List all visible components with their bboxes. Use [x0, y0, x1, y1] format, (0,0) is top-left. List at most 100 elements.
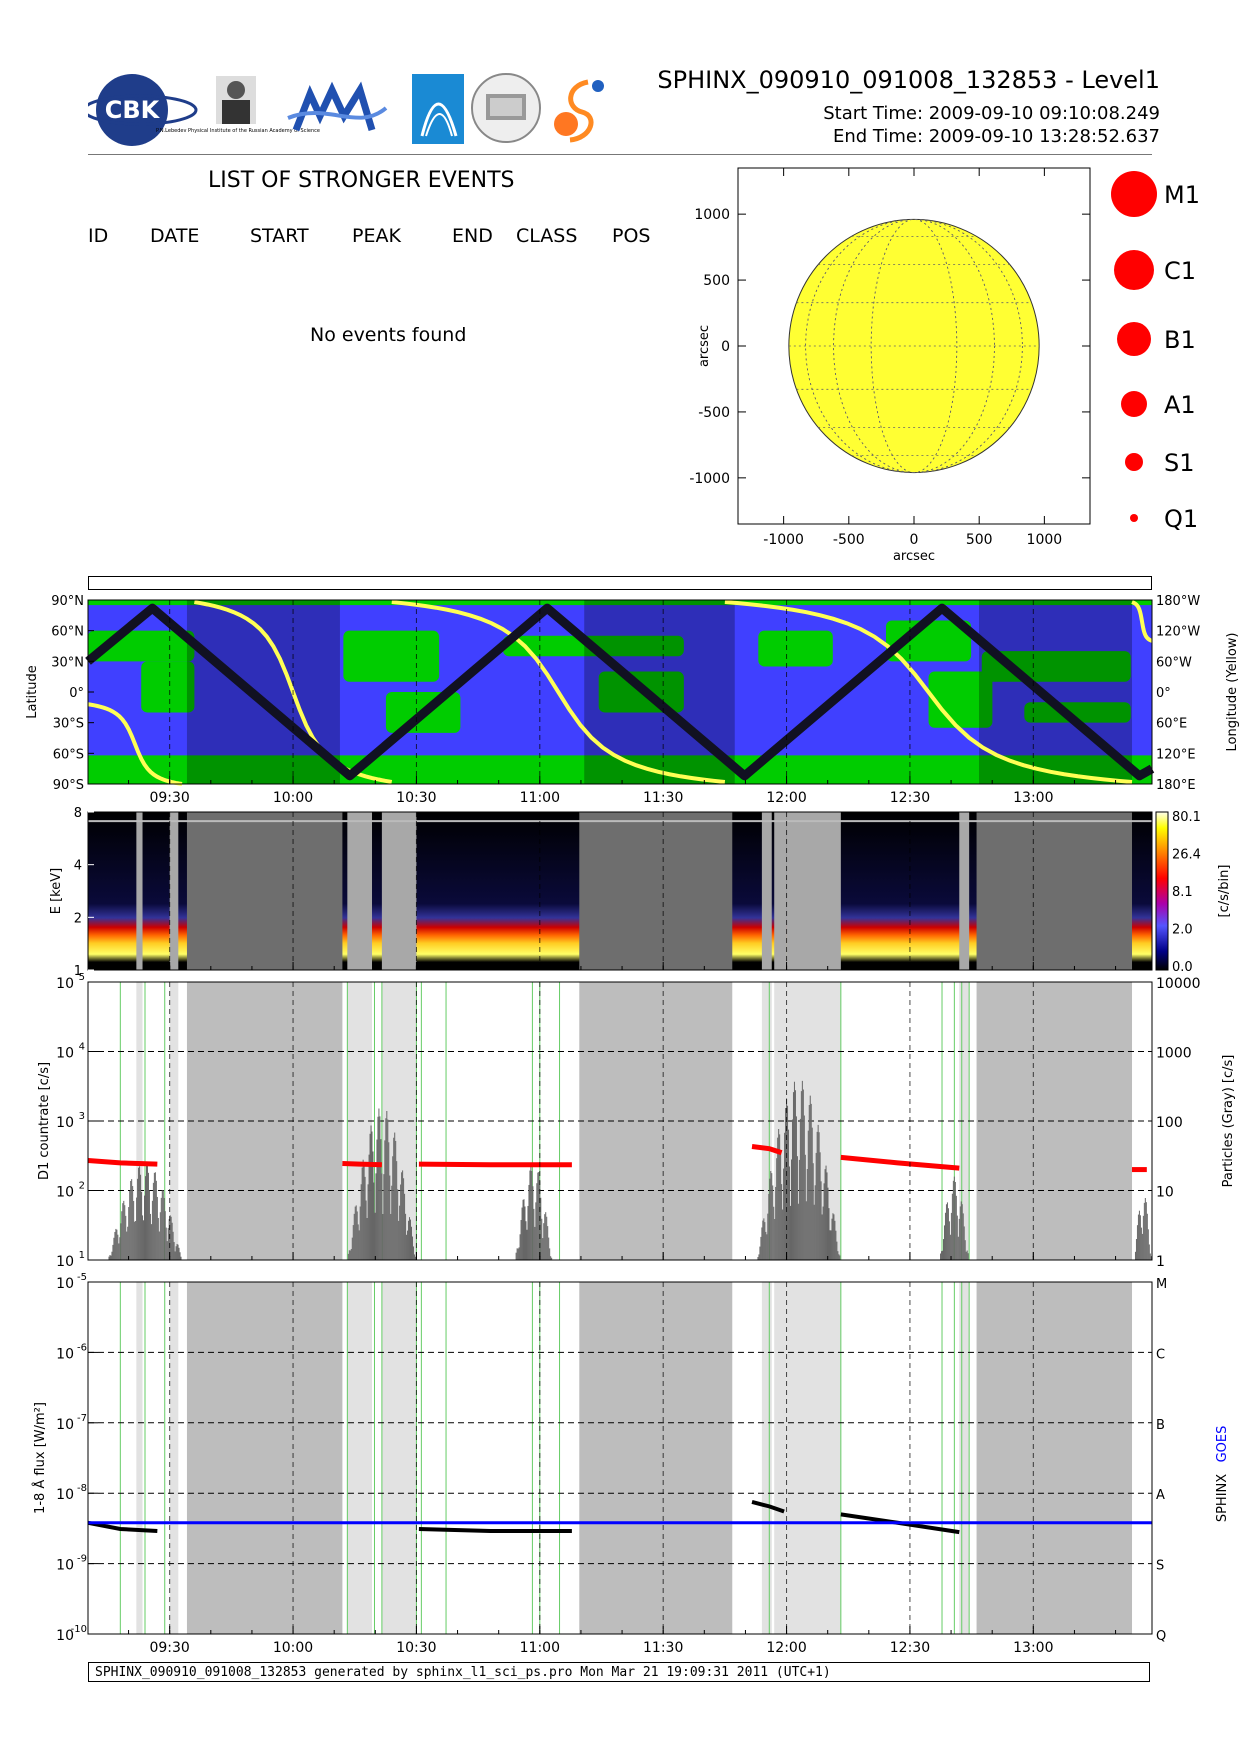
- cbk-logo: CBK: [82, 74, 198, 146]
- spec-ytick-label: 8: [74, 806, 82, 821]
- countrate-series: [87, 1158, 158, 1167]
- countrate-ytick-label: 10: [56, 1115, 74, 1131]
- orbit-xtick-label: 13:00: [1013, 790, 1053, 806]
- orbit-xtick-label: 10:30: [396, 790, 436, 806]
- events-empty-message: No events found: [310, 324, 467, 346]
- events-title: LIST OF STRONGER EVENTS: [208, 168, 515, 193]
- flux-class-label: B: [1156, 1418, 1165, 1433]
- countrate-light-gray-interval: [761, 982, 772, 1260]
- flux-dark-gray-interval: [579, 1282, 733, 1634]
- colorbar-tick-label: 2.0: [1172, 923, 1193, 938]
- orbit-ytick-right: 0°: [1156, 686, 1171, 701]
- spectrogram-light-gap: [381, 812, 417, 970]
- flux-light-gray-interval: [761, 1282, 772, 1634]
- countrate-ytick-label: 10: [56, 976, 74, 992]
- orbit-xtick-label: 09:30: [149, 790, 189, 806]
- legend-label-m1: M1: [1164, 181, 1200, 209]
- longitude-track: [1131, 600, 1153, 643]
- flux-class-label: S: [1156, 1559, 1164, 1574]
- countrate-ytick-right: 10000: [1156, 976, 1201, 992]
- spectrogram-light-gap: [786, 812, 841, 970]
- flux-xtick-label: 10:00: [273, 1640, 313, 1656]
- flux-xtick-label: 10:30: [396, 1640, 436, 1656]
- longitude-track: [87, 702, 183, 786]
- spectrogram-light-gap: [169, 812, 179, 970]
- orbit-land-north: [88, 600, 1152, 606]
- flux-panel: 09:30 10:00 10:30 11:00 11:30 12:00 12:30 13:00…: [32, 1272, 1230, 1656]
- flux-ytick-label: 10: [56, 1487, 74, 1503]
- svg-text:P.N.Lebedev Physical Institute: P.N.Lebedev Physical Institute of the Ru…: [156, 128, 320, 134]
- s-logo: [554, 79, 604, 143]
- orbit-xtick-label: 12:00: [766, 790, 806, 806]
- events-col-id: ID: [88, 225, 109, 247]
- flux-frame: [87, 1281, 1153, 1635]
- countrate-ylabel-right: Particles (Gray) [c/s]: [1221, 1055, 1236, 1188]
- events-col-peak: PEAK: [352, 225, 401, 247]
- spectrogram-light-gap: [761, 812, 772, 970]
- spec-ytick-label: 4: [74, 859, 82, 874]
- countrate-ytick-exp: 1: [79, 1250, 85, 1261]
- legend-marker-s1: [1125, 453, 1143, 471]
- flux-dark-gray-interval: [976, 1282, 1133, 1634]
- flux-xtick-label: 12:00: [766, 1640, 806, 1656]
- longitude-track: [391, 600, 726, 784]
- events-col-pos: POS: [612, 225, 651, 247]
- orbit-ytick-left: 60°N: [51, 625, 84, 640]
- mifi-logo: [287, 81, 388, 132]
- disk-xlabel: arcsec: [893, 549, 935, 564]
- spec-ytick-label: 2: [74, 911, 82, 926]
- disk-xtick-label: 500: [966, 532, 993, 548]
- disk-meridian: [805, 219, 1023, 473]
- orbit-xtick-label: 12:30: [890, 790, 930, 806]
- spectrogram-gap: [186, 812, 343, 970]
- lebedev-logo: P.N.Lebedev Physical Institute of the Ru…: [156, 76, 320, 134]
- disk-xtick-label: 0: [910, 532, 919, 548]
- legend-marker-q1: [1130, 514, 1138, 522]
- flux-light-gray-interval: [786, 1282, 841, 1634]
- orbit-xtick-label: 11:30: [643, 790, 683, 806]
- flux-light-gray-interval: [774, 1282, 787, 1634]
- arc-logo: [412, 74, 464, 144]
- spectrogram-frame: [87, 811, 1153, 971]
- events-col-start: START: [250, 225, 309, 247]
- event-strip: [88, 576, 1152, 590]
- colorbar-tick-label: 26.4: [1172, 848, 1201, 863]
- flux-ytick-label: 10: [56, 1417, 74, 1433]
- spectrogram-light-gap: [959, 812, 970, 970]
- orbit-land: [1024, 702, 1131, 723]
- legend-label-a1: A1: [1164, 391, 1196, 419]
- legend-marker-m1: [1111, 171, 1157, 217]
- orbit-land: [886, 620, 972, 662]
- orbit-ytick-left: 30°N: [51, 655, 84, 670]
- orbit-land: [141, 661, 195, 713]
- orbit-ylabel-left: Latitude: [25, 665, 40, 719]
- countrate-series: [342, 1160, 382, 1168]
- countrate-ytick-label: 10: [56, 1185, 74, 1201]
- colorbar: [1155, 811, 1169, 971]
- orbit-ytick-left: 0°: [69, 686, 84, 701]
- flux-ytick-label: 10: [56, 1558, 74, 1574]
- orbit-ytick-left: 30°S: [53, 717, 84, 732]
- countrate-ytick-exp: 2: [79, 1181, 85, 1192]
- flux-ytick-label: 10: [56, 1276, 74, 1292]
- logo-row: CBK P.N.Lebedev Physical Institute of th…: [82, 72, 628, 154]
- flux-ytick-exp: -7: [77, 1413, 87, 1424]
- orbit-night-interval: [584, 600, 735, 784]
- flux-class-label: Q: [1156, 1629, 1166, 1644]
- flux-class-label: C: [1156, 1347, 1165, 1362]
- spectrogram-light-gap: [136, 812, 143, 970]
- header-end-time: End Time: 2009-09-10 13:28:52.637: [832, 126, 1160, 147]
- orbit-map-panel: 09:30 10:00 10:30 11:00 11:30 12:00 12:30 13:00…: [25, 594, 1240, 806]
- flux-ytick-exp: -5: [77, 1272, 87, 1283]
- flux-class-label: A: [1156, 1488, 1165, 1503]
- solar-disk-panel: -1000 -500 0 500 1000 1000 500 0 -500 -1000 arcsec…: [689, 167, 1200, 564]
- countrate-series: [840, 1154, 960, 1171]
- spec-ytick-label: 1: [74, 964, 82, 979]
- colorbar-tick-label: 0.0: [1172, 960, 1193, 975]
- orbit-ytick-right: 60°E: [1156, 717, 1187, 732]
- footer-caption: SPHINX_090910_091008_132853 generated by…: [88, 1662, 1150, 1682]
- countrate-ytick-exp: 5: [79, 972, 85, 983]
- flux-ytick-exp: -9: [77, 1554, 87, 1565]
- orbit-xtick-label: 10:00: [273, 790, 313, 806]
